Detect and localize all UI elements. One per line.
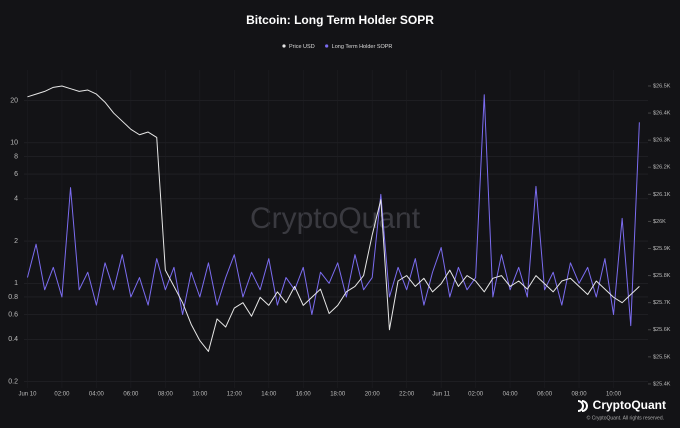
y2-tick-label: $25.6K: [653, 327, 671, 333]
copyright: © CryptoQuant. All rights reserved.: [587, 414, 664, 421]
legend-marker: [282, 44, 286, 48]
x-tick-label: 08:00: [572, 392, 588, 398]
y2-tick-label: $26.3K: [653, 138, 671, 144]
legend-label: Price USD: [289, 44, 315, 50]
y2-tick-label: $26.4K: [653, 111, 671, 117]
series-line: [27, 85, 640, 352]
x-tick-label: Jun 11: [432, 392, 450, 398]
x-tick-label: 10:00: [606, 392, 622, 398]
y2-tick-label: $26K: [653, 219, 666, 225]
y-tick-label: 20: [10, 97, 18, 104]
y-tick-label: 0.4: [8, 336, 18, 343]
y-tick-label: 0.6: [8, 311, 18, 318]
y-tick-label: 1: [14, 280, 18, 287]
y-tick-label: 8: [14, 153, 18, 160]
x-tick-label: 14:00: [261, 392, 277, 398]
x-tick-label: 02:00: [54, 392, 70, 398]
watermark: CryptoQuant: [250, 202, 421, 235]
x-tick-label: 02:00: [468, 392, 484, 398]
chart-title: Bitcoin: Long Term Holder SOPR: [246, 13, 434, 27]
x-tick-label: 06:00: [537, 392, 553, 398]
y2-tick-label: $25.8K: [653, 273, 671, 279]
x-tick-label: 04:00: [89, 392, 105, 398]
y2-tick-label: $26.1K: [653, 192, 671, 198]
y-tick-label: 4: [14, 196, 18, 203]
y2-tick-label: $25.9K: [653, 246, 671, 252]
y-tick-label: 2: [14, 238, 18, 245]
x-tick-label: Jun 10: [18, 392, 37, 398]
x-tick-label: 20:00: [365, 392, 381, 398]
y2-tick-label: $25.7K: [653, 300, 671, 306]
y2-tick-label: $25.4K: [653, 381, 671, 387]
x-tick-label: 10:00: [192, 392, 208, 398]
x-tick-label: 12:00: [227, 392, 243, 398]
x-tick-label: 18:00: [330, 392, 346, 398]
series-line: [26, 94, 640, 327]
brand: CryptoQuant: [593, 398, 666, 412]
y2-tick-label: $26.5K: [653, 83, 671, 89]
legend-marker: [325, 44, 329, 48]
x-tick-label: 06:00: [123, 392, 139, 398]
brand-logo: [577, 400, 588, 412]
x-tick-label: 16:00: [296, 392, 312, 398]
y2-tick-label: $25.5K: [653, 354, 671, 360]
y-tick-label: 0.2: [8, 378, 18, 385]
y-tick-label: 10: [10, 140, 18, 147]
y-tick-label: 0.8: [8, 294, 18, 301]
x-tick-label: 08:00: [158, 392, 174, 398]
legend-label: Long Term Holder SOPR: [332, 44, 393, 50]
x-tick-label: 22:00: [399, 392, 415, 398]
y2-tick-label: $26.2K: [653, 165, 671, 171]
y-tick-label: 6: [14, 171, 18, 178]
x-tick-label: 04:00: [503, 392, 519, 398]
